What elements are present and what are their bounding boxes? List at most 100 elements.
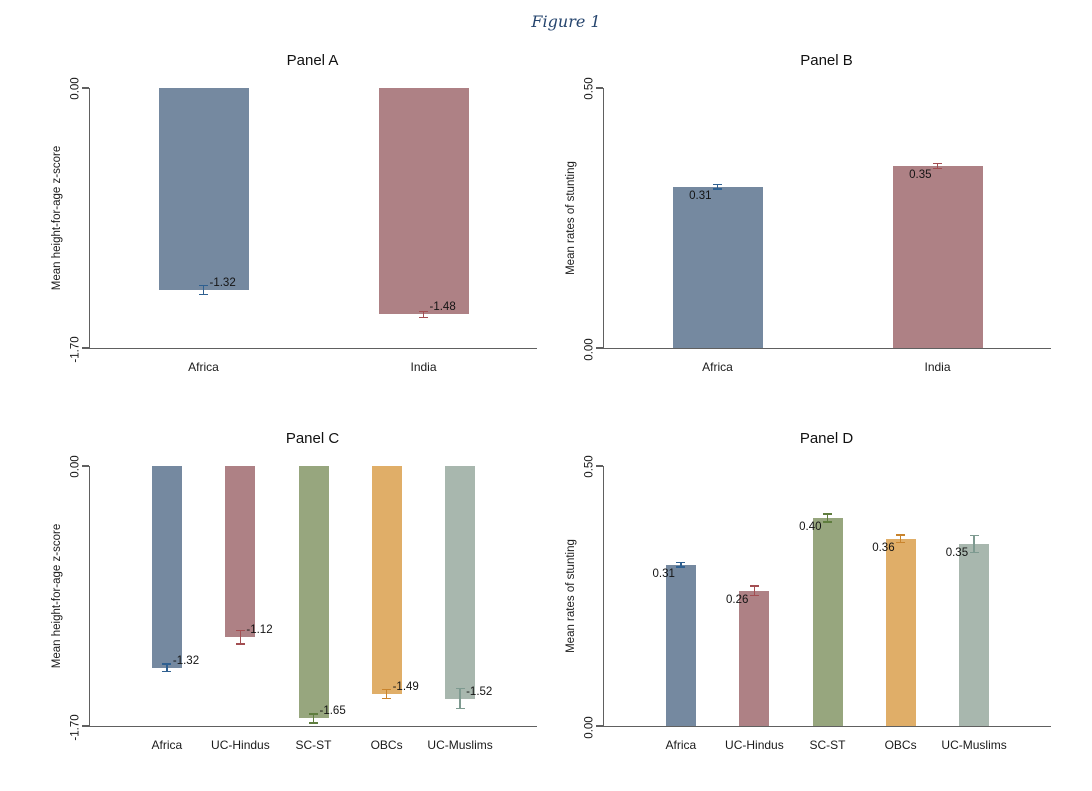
panel-a: Panel A Mean height-for-age z-score 0.00… — [0, 48, 546, 413]
error-bar-india — [933, 162, 942, 170]
bar-uc-muslims — [445, 466, 476, 699]
error-bar-cap — [969, 551, 979, 554]
error-bar-sc-st — [309, 713, 318, 724]
value-label-uc-hindus: 0.26 — [726, 593, 749, 606]
bar-uc-hindus — [739, 590, 770, 726]
error-bar-cap — [749, 585, 759, 587]
error-bar-uc-muslims — [455, 687, 465, 710]
value-label-sc-st: 0.40 — [799, 521, 822, 533]
panel-title: Panel C — [285, 430, 340, 447]
y-tick-label-min: -1.70 — [69, 335, 82, 363]
error-bar-africa — [713, 183, 722, 190]
error-bar-stem — [680, 561, 682, 568]
error-bar-cap — [749, 594, 759, 597]
error-bar-obcs — [896, 534, 906, 544]
error-bar-stem — [166, 663, 168, 673]
error-bar-cap — [199, 293, 208, 296]
x-axis-label-africa: Africa — [702, 360, 733, 374]
x-axis-label-africa: Africa — [188, 360, 219, 374]
error-bar-sc-st — [823, 513, 832, 523]
y-tick-mark-bottom — [595, 347, 603, 349]
x-axis-label-obcs: OBCs — [884, 738, 917, 752]
error-bar-cap — [933, 162, 942, 165]
error-bar-cap — [235, 629, 245, 632]
error-bar-cap — [309, 713, 318, 715]
x-axis-label-africa: Africa — [151, 738, 183, 752]
y-tick-mark-top — [81, 87, 89, 89]
error-bar-cap — [676, 566, 686, 568]
panel-b: Panel B Mean rates of stunting 0.50 0.00… — [546, 48, 1092, 413]
x-axis-label-uc-muslims: UC-Muslims — [941, 738, 1007, 752]
error-bar-obcs — [382, 688, 392, 700]
error-bar-cap — [455, 687, 465, 690]
x-axis-label-india: India — [410, 360, 437, 374]
y-tick-mark-bottom — [81, 725, 89, 727]
error-bar-cap — [713, 183, 722, 186]
error-bar-cap — [455, 707, 465, 710]
y-axis-title: Mean rates of stunting — [565, 161, 577, 275]
value-label-obcs: -1.49 — [392, 680, 419, 693]
error-bar-cap — [162, 663, 172, 665]
panel-title: Panel D — [799, 430, 854, 447]
value-label-uc-muslims: -1.52 — [466, 685, 493, 698]
error-bar-cap — [419, 316, 428, 319]
x-axis-label-sc-st: SC-ST — [295, 738, 332, 752]
error-bar-stem — [422, 310, 425, 319]
figure-title: Figure 1 — [531, 12, 601, 31]
error-bar-stem — [385, 688, 388, 700]
error-bar-cap — [235, 643, 245, 645]
y-tick-mark-top — [81, 465, 89, 467]
error-bar-cap — [933, 167, 942, 170]
bar-obcs — [885, 538, 916, 726]
y-tick-label-min: -1.70 — [69, 713, 82, 741]
x-axis-label-africa: Africa — [665, 738, 697, 752]
value-label-africa: 0.31 — [689, 189, 712, 202]
error-bar-stem — [312, 713, 315, 724]
error-bar-africa — [199, 284, 208, 296]
error-bar-cap — [823, 513, 832, 515]
y-tick-mark-top — [595, 465, 603, 467]
panel-title: Panel B — [800, 52, 853, 69]
value-label-uc-muslims: 0.35 — [945, 547, 969, 559]
error-bar-cap — [676, 561, 686, 564]
value-label-india: -1.48 — [429, 301, 456, 314]
error-bar-stem — [459, 687, 461, 710]
y-tick-mark-bottom — [81, 347, 89, 349]
error-bar-cap — [309, 722, 318, 724]
error-bar-stem — [973, 534, 975, 554]
x-axis-label-uc-hindus: UC-Hindus — [725, 738, 784, 752]
y-tick-label-min: 0.00 — [583, 715, 596, 739]
y-axis-title: Mean rates of stunting — [565, 539, 577, 653]
error-bar-stem — [936, 162, 939, 170]
x-axis-label-sc-st: SC-ST — [809, 738, 846, 752]
x-axis-label-india: India — [924, 360, 951, 374]
y-tick-mark-top — [595, 87, 603, 89]
x-axis-label-uc-hindus: UC-Hindus — [211, 738, 270, 752]
bar-africa — [158, 88, 249, 290]
y-tick-mark-bottom — [595, 725, 603, 727]
error-bar-stem — [899, 534, 902, 544]
bar-africa — [151, 466, 182, 668]
error-bar-cap — [713, 188, 722, 190]
error-bar-cap — [199, 284, 208, 286]
panel-title: Panel A — [286, 52, 339, 69]
error-bar-stem — [239, 629, 242, 645]
panel-d: Panel D Mean rates of stunting 0.50 0.00… — [546, 426, 1092, 791]
error-bar-india — [419, 310, 428, 319]
plot-area: -1.32 Africa -1.48 India — [81, 87, 537, 374]
bar-india — [378, 88, 469, 315]
error-bar-africa — [162, 663, 172, 673]
value-label-africa: 0.31 — [652, 567, 675, 580]
error-bar-stem — [753, 585, 756, 597]
value-label-obcs: 0.36 — [872, 541, 895, 554]
bar-uc-hindus — [225, 466, 256, 638]
error-bar-stem — [826, 513, 829, 523]
error-bar-uc-hindus — [749, 585, 759, 597]
value-label-africa: -1.32 — [172, 654, 200, 667]
error-bar-cap — [382, 688, 392, 690]
bar-africa — [665, 564, 696, 726]
x-axis-label-obcs: OBCs — [370, 738, 403, 752]
bar-sc-st — [298, 466, 329, 719]
value-label-india: 0.35 — [909, 169, 932, 181]
